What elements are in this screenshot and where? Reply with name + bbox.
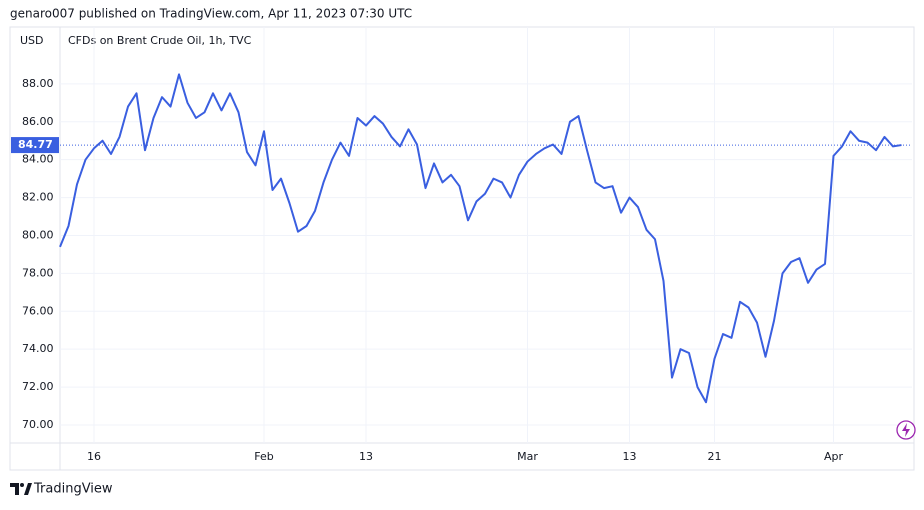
tradingview-logo	[10, 483, 32, 495]
last-price-badge	[11, 137, 59, 154]
y-tick-label: 82.00	[22, 191, 54, 204]
x-tick-label: Feb	[254, 450, 273, 463]
x-tick-label: 13	[623, 450, 637, 463]
alert-icon[interactable]	[896, 420, 916, 440]
grid-layer	[60, 27, 912, 443]
y-axis-unit: USD	[20, 34, 44, 47]
y-tick-label: 80.00	[22, 228, 54, 241]
y-tick-label: 86.00	[22, 115, 54, 128]
price-line	[59, 73, 902, 404]
y-tick-label: 72.00	[22, 380, 54, 393]
last-price-label: 84.77	[18, 138, 53, 151]
published-note: genaro007 published on TradingView.com, …	[10, 7, 412, 21]
y-tick-label: 78.00	[22, 266, 54, 279]
data-layer: 84.77	[11, 73, 912, 404]
y-tick-label: 76.00	[22, 304, 54, 317]
y-tick-label: 74.00	[22, 342, 54, 355]
x-tick-label: 21	[708, 450, 722, 463]
chart-frame	[9, 26, 915, 471]
x-tick-label: 16	[87, 450, 101, 463]
x-tick-label: Apr	[824, 450, 844, 463]
x-tick-label: 13	[359, 450, 373, 463]
y-tick-label: 70.00	[22, 418, 54, 431]
y-tick-label: 84.00	[22, 153, 54, 166]
chart-title: CFDs on Brent Crude Oil, 1h, TVC	[68, 34, 252, 47]
x-tick-label: Mar	[517, 450, 538, 463]
y-tick-label: 88.00	[22, 77, 54, 90]
brand-name: TradingView	[33, 482, 113, 497]
